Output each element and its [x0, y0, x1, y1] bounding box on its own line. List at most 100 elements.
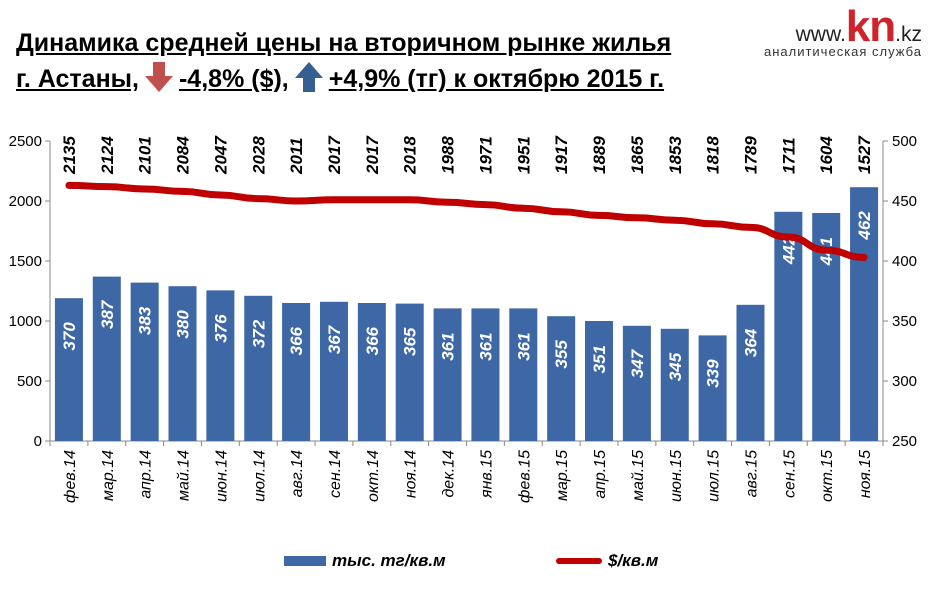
y-left-tick-label: 2000 [9, 193, 42, 210]
x-tick-label: ноя.14 [403, 450, 420, 498]
line-data-label: 2101 [136, 136, 155, 175]
x-tick-label: фев.15 [516, 450, 533, 503]
bar-data-label: 383 [136, 306, 155, 335]
bar [54, 298, 83, 441]
line-data-label: 2124 [98, 136, 117, 175]
usd-price-point [672, 217, 678, 223]
bar-data-label: 380 [174, 310, 193, 339]
line-data-label: 1951 [514, 136, 533, 174]
y-left-tick-label: 0 [34, 433, 42, 450]
bar [282, 303, 311, 441]
bar-data-label: 462 [855, 211, 874, 241]
bar-data-label: 366 [287, 326, 306, 355]
usd-price-point [255, 196, 261, 202]
usd-price-point [331, 197, 337, 203]
x-tick-label: июн.15 [668, 450, 685, 502]
bar-data-label: 355 [552, 340, 571, 369]
x-tick-label: окт.14 [365, 450, 382, 502]
legend-bar-swatch [284, 556, 326, 566]
bar-data-label: 366 [363, 326, 382, 355]
legend-item-bars: тыс. тг/кв.м [284, 551, 446, 571]
line-data-label: 1988 [439, 136, 458, 174]
usd-price-point [482, 202, 488, 208]
usd-price-point [634, 215, 640, 221]
usd-price-point [369, 197, 375, 203]
x-tick-label: май.14 [176, 450, 193, 501]
bar [850, 187, 879, 441]
bar-data-label: 376 [211, 314, 230, 343]
logo-suffix: .kz [895, 23, 922, 46]
y-right-tick-label: 450 [892, 193, 917, 210]
line-data-label: 2135 [60, 136, 79, 175]
x-tick-label: авг.14 [289, 450, 306, 497]
usd-price-point [861, 254, 867, 260]
bar [206, 290, 235, 441]
line-data-label: 1889 [590, 136, 609, 174]
line-data-label: 1711 [779, 137, 798, 174]
y-left-tick-label: 500 [17, 373, 42, 390]
bar-data-label: 387 [98, 299, 117, 329]
usd-price-point [217, 192, 223, 198]
bar [509, 308, 538, 441]
x-tick-label: авг.15 [743, 450, 760, 497]
usd-price-point [180, 188, 186, 194]
bar-data-label: 361 [514, 332, 533, 360]
line-data-label: 1604 [817, 136, 836, 174]
x-tick-label: июл.15 [706, 450, 723, 502]
y-left-tick-label: 1000 [9, 313, 42, 330]
line-data-label: 2011 [287, 137, 306, 175]
x-tick-label: мар.14 [100, 450, 117, 501]
x-tick-label: июн.14 [213, 450, 230, 502]
bar [92, 276, 121, 441]
bar-data-label: 345 [666, 352, 685, 381]
bar [736, 304, 765, 441]
y-right-tick-label: 250 [892, 433, 917, 450]
bar [433, 308, 462, 441]
line-data-label: 1789 [741, 136, 760, 174]
line-data-label: 2084 [174, 136, 193, 175]
usd-price-point [293, 198, 299, 204]
title-usd-change: -4,8% ($), [178, 65, 289, 94]
bar-data-label: 372 [249, 319, 268, 348]
y-left-tick-label: 2500 [9, 133, 42, 150]
bar-data-label: 364 [741, 328, 760, 357]
y-right-tick-label: 350 [892, 313, 917, 330]
y-right-tick-label: 500 [892, 133, 917, 150]
usd-price-point [66, 182, 72, 188]
bar-data-label: 370 [60, 322, 79, 351]
x-tick-label: сен.15 [781, 450, 798, 498]
legend-bar-label: тыс. тг/кв.м [332, 551, 446, 570]
bar [395, 303, 424, 441]
bar-data-label: 365 [401, 327, 420, 356]
x-tick-label: мар.15 [554, 450, 571, 501]
chart-title: Динамика средней цены на вторичном рынке… [16, 29, 671, 58]
bar-data-label: 347 [628, 348, 647, 378]
bar [357, 303, 386, 441]
legend-line-label: $/кв.м [608, 551, 659, 570]
line-data-label: 1527 [855, 135, 874, 174]
arrow-down-icon [144, 62, 173, 99]
bar-data-label: 442 [779, 235, 798, 265]
bar [168, 286, 197, 441]
y-right-tick-label: 400 [892, 253, 917, 270]
line-data-label: 2017 [325, 135, 344, 175]
bar [585, 321, 614, 441]
logo-prefix: www. [795, 23, 846, 46]
usd-price-point [596, 212, 602, 218]
line-data-label: 1917 [552, 135, 571, 174]
bar [547, 316, 576, 441]
title-kzt-change: +4,9% (тг) к октябрю 2015 г. [328, 65, 665, 94]
line-data-label: 2017 [363, 135, 382, 175]
line-data-label: 2047 [211, 135, 230, 175]
x-tick-label: апр.14 [138, 450, 155, 499]
x-tick-label: ноя.15 [857, 450, 874, 498]
arrow-up-icon [294, 62, 323, 99]
bar [319, 301, 348, 441]
title-city: г. Астаны, [16, 65, 139, 94]
bar [660, 328, 689, 441]
kn-logo: www.kn.kz аналитическая служба [764, 2, 922, 59]
bar-data-label: 339 [704, 359, 723, 388]
usd-price-point [142, 186, 148, 192]
bar-data-label: 367 [325, 324, 344, 354]
